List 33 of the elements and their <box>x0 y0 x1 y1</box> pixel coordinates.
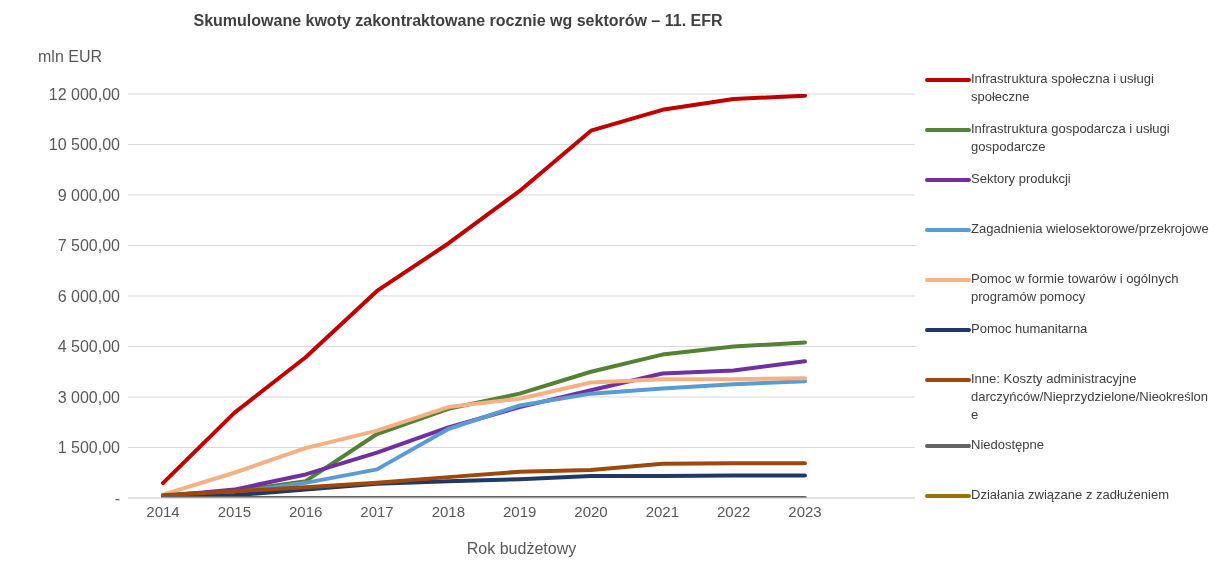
x-tick-label: 2022 <box>716 502 751 520</box>
line-series <box>161 461 807 498</box>
line-series <box>161 94 807 486</box>
y-tick-label: 6 000,00 <box>57 287 121 305</box>
x-tick-label: 2015 <box>217 502 252 520</box>
y-tick-label: 7 500,00 <box>57 237 121 255</box>
legend-label: Pomoc w formie towarów i ogólnych programów pomocy <box>971 270 1180 306</box>
y-tick-label: 12 000,00 <box>48 85 121 103</box>
y-tick-label: - <box>114 489 120 507</box>
x-tick-label: 2023 <box>788 502 822 520</box>
x-axis-title: Rok budżetowy <box>466 540 577 557</box>
legend-label: Sektory produkcji <box>971 170 1071 188</box>
y-tick-label: 4 500,00 <box>57 338 121 356</box>
x-tick-label: 2019 <box>502 502 537 520</box>
chart-title: Skumulowane kwoty zakontraktowane rocznie wg sektorów – 11. EFR <box>192 12 724 30</box>
legend-label: Infrastruktura gospodarcza i usługi gospodarcze <box>971 120 1171 156</box>
legend-label: Inne: Koszty administracyjne darczyńców/Nieprzydzielone/Nieokreślone <box>971 370 1209 424</box>
legend-label: Działania związane z zadłużeniem <box>971 486 1169 504</box>
y-axis-title: mln EUR <box>38 48 103 66</box>
y-tick-label: 10 500,00 <box>48 136 121 154</box>
x-tick-label: 2014 <box>146 502 180 520</box>
legend-label: Pomoc humanitarna <box>971 320 1088 338</box>
x-tick-label: 2020 <box>574 502 608 520</box>
x-tick-label: 2018 <box>431 502 466 520</box>
x-tick-label: 2017 <box>360 502 394 520</box>
legend-label: Infrastruktura społeczna i usługi społeczne <box>971 70 1155 106</box>
x-tick-label: 2016 <box>288 502 323 520</box>
legend-label: Niedostępne <box>971 436 1044 454</box>
y-tick-label: 3 000,00 <box>57 388 121 406</box>
y-tick-label: 1 500,00 <box>57 439 121 457</box>
x-tick-label: 2021 <box>645 502 680 520</box>
y-tick-label: 9 000,00 <box>57 186 121 204</box>
legend-label: Zagadnienia wielosektorowe/przekrojowe <box>971 220 1209 238</box>
